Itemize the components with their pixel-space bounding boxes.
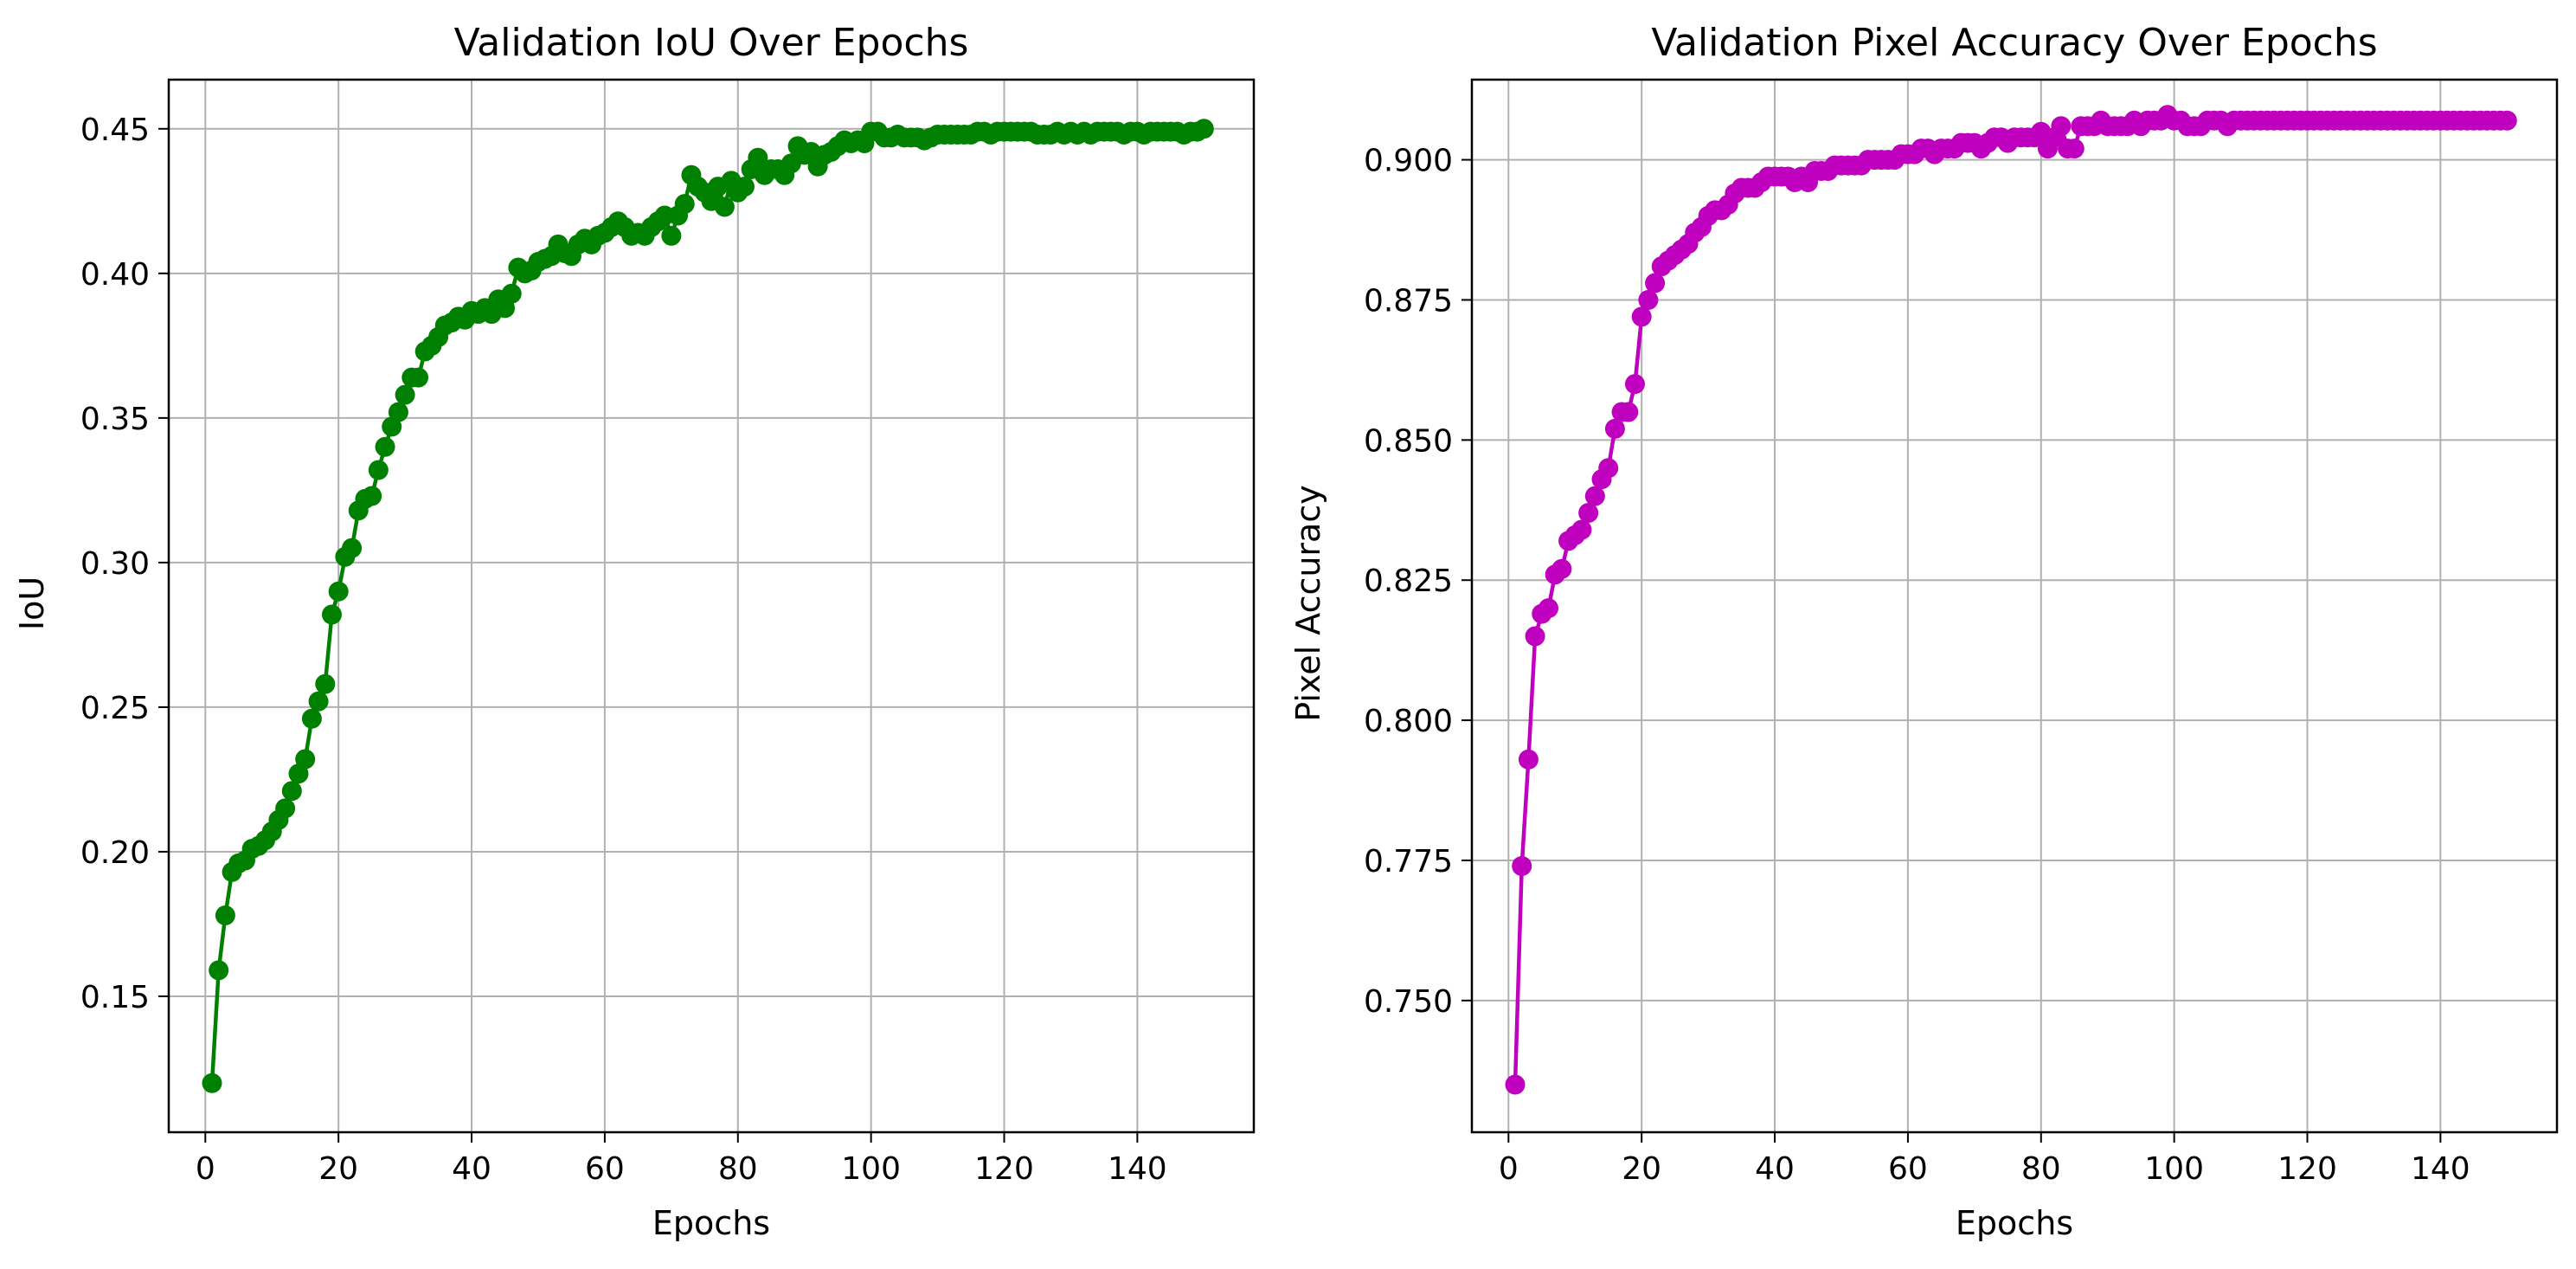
iou-x-axis-label: Epochs — [652, 1204, 770, 1242]
iou-data-point — [501, 283, 522, 304]
iou-data-point — [315, 673, 336, 694]
pixel-accuracy-y-tick-label: 0.775 — [1364, 844, 1453, 879]
iou-y-tick-label: 0.15 — [80, 980, 150, 1015]
iou-data-point — [308, 691, 329, 712]
pixel-accuracy-x-tick-label: 100 — [2144, 1151, 2204, 1187]
iou-data-point — [748, 147, 768, 168]
iou-data-point — [342, 538, 363, 558]
iou-data-point — [321, 604, 342, 625]
pixel-accuracy-x-tick-label: 40 — [1755, 1151, 1795, 1187]
pixel-accuracy-data-point — [1631, 306, 1652, 327]
pixel-accuracy-data-point — [1645, 273, 1666, 293]
iou-data-point — [202, 1073, 222, 1093]
pixel-accuracy-data-point — [1518, 749, 1539, 770]
iou-x-tick-label: 120 — [974, 1151, 1034, 1187]
pixel-accuracy-y-tick-label: 0.875 — [1364, 283, 1453, 319]
iou-data-point — [395, 384, 415, 405]
iou-data-point — [388, 402, 408, 422]
pixel-accuracy-data-point — [1571, 519, 1592, 540]
iou-y-tick-label: 0.40 — [80, 257, 150, 293]
iou-x-tick-label: 0 — [196, 1151, 215, 1187]
iou-data-point — [674, 194, 695, 215]
pixel-accuracy-data-point — [1584, 486, 1605, 506]
pixel-accuracy-data-point — [1578, 503, 1599, 524]
pixel-accuracy-data-point — [1618, 402, 1639, 422]
pixel-accuracy-x-tick-label: 120 — [2277, 1151, 2337, 1187]
pixel-accuracy-x-axis-label: Epochs — [1956, 1204, 2073, 1242]
iou-x-tick-label: 100 — [841, 1151, 901, 1187]
pixel-accuracy-x-tick-label: 0 — [1499, 1151, 1519, 1187]
iou-grid — [169, 80, 1254, 1132]
pixel-accuracy-data-point — [1598, 458, 1619, 479]
pixel-accuracy-data-point — [1624, 374, 1645, 395]
pixel-accuracy-data-point — [2051, 116, 2072, 137]
iou-chart: Validation IoU Over Epochs 0 20 40 60 80 100 1… — [13, 21, 1256, 1242]
pixel-accuracy-y-axis-label: Pixel Accuracy — [1289, 485, 1327, 721]
iou-x-tick-label: 40 — [452, 1151, 491, 1187]
iou-data-point — [215, 905, 235, 925]
pixel-accuracy-data-point — [1525, 626, 1545, 647]
iou-y-tick-label: 0.35 — [80, 402, 150, 437]
pixel-accuracy-y-tick-label: 0.800 — [1364, 704, 1453, 739]
iou-data-point — [368, 460, 389, 480]
iou-x-tick-label: 20 — [318, 1151, 358, 1187]
pixel-accuracy-data-point — [1538, 598, 1558, 619]
pixel-accuracy-data-point — [1505, 1074, 1526, 1095]
iou-data-point — [714, 196, 735, 217]
iou-x-tick-label: 60 — [585, 1151, 625, 1187]
iou-data-point — [734, 177, 755, 197]
pixel-accuracy-x-tick-label: 80 — [2021, 1151, 2061, 1187]
pixel-accuracy-y-tick-label: 0.850 — [1364, 423, 1453, 459]
iou-data-point — [661, 225, 682, 246]
iou-series — [202, 119, 1214, 1093]
iou-data-point — [375, 436, 395, 457]
pixel-accuracy-x-tick-label: 60 — [1888, 1151, 1928, 1187]
pixel-accuracy-data-point — [2496, 110, 2517, 131]
pixel-accuracy-series — [1505, 105, 2517, 1095]
iou-plot-frame — [167, 78, 1256, 1134]
iou-x-ticks: 0 20 40 60 80 100 120 140 — [196, 1132, 1167, 1187]
iou-y-tick-label: 0.30 — [80, 546, 150, 582]
pixel-accuracy-y-tick-label: 0.750 — [1364, 984, 1453, 1020]
iou-data-point — [408, 367, 428, 388]
pixel-accuracy-data-point — [1551, 558, 1572, 579]
iou-y-ticks: 0.15 0.20 0.25 0.30 0.35 0.40 0.45 — [80, 113, 169, 1015]
iou-y-axis-label: IoU — [13, 577, 51, 630]
pixel-accuracy-x-tick-label: 140 — [2411, 1151, 2470, 1187]
iou-y-tick-label: 0.25 — [80, 691, 150, 726]
pixel-accuracy-chart: Validation Pixel Accuracy Over Epochs 0 2… — [1289, 21, 2559, 1242]
iou-chart-title: Validation IoU Over Epochs — [454, 21, 969, 65]
pixel-accuracy-y-ticks: 0.750 0.775 0.800 0.825 0.850 0.875 0.900 — [1364, 144, 1472, 1020]
iou-y-tick-label: 0.45 — [80, 113, 150, 148]
iou-data-point — [209, 960, 229, 981]
iou-y-tick-label: 0.20 — [80, 835, 150, 871]
pixel-accuracy-x-tick-label: 20 — [1622, 1151, 1661, 1187]
pixel-accuracy-data-point — [2064, 138, 2085, 159]
pixel-accuracy-data-point — [1638, 289, 1659, 310]
iou-data-point — [362, 486, 382, 506]
iou-data-point — [1193, 119, 1214, 139]
pixel-accuracy-x-ticks: 0 20 40 60 80 100 120 140 — [1499, 1132, 2470, 1187]
pixel-accuracy-chart-title: Validation Pixel Accuracy Over Epochs — [1651, 21, 2377, 65]
pixel-accuracy-plot-frame — [1470, 78, 2559, 1134]
iou-data-point — [328, 581, 349, 602]
pixel-accuracy-data-point — [1604, 418, 1625, 439]
iou-data-point — [281, 781, 302, 802]
iou-x-tick-label: 140 — [1108, 1151, 1167, 1187]
iou-x-tick-label: 80 — [718, 1151, 758, 1187]
iou-data-point — [295, 749, 316, 770]
pixel-accuracy-y-tick-label: 0.900 — [1364, 144, 1453, 179]
pixel-accuracy-data-point — [1512, 855, 1532, 876]
iou-data-point — [275, 798, 296, 819]
iou-data-point — [301, 708, 322, 729]
pixel-accuracy-y-tick-label: 0.825 — [1364, 564, 1453, 599]
